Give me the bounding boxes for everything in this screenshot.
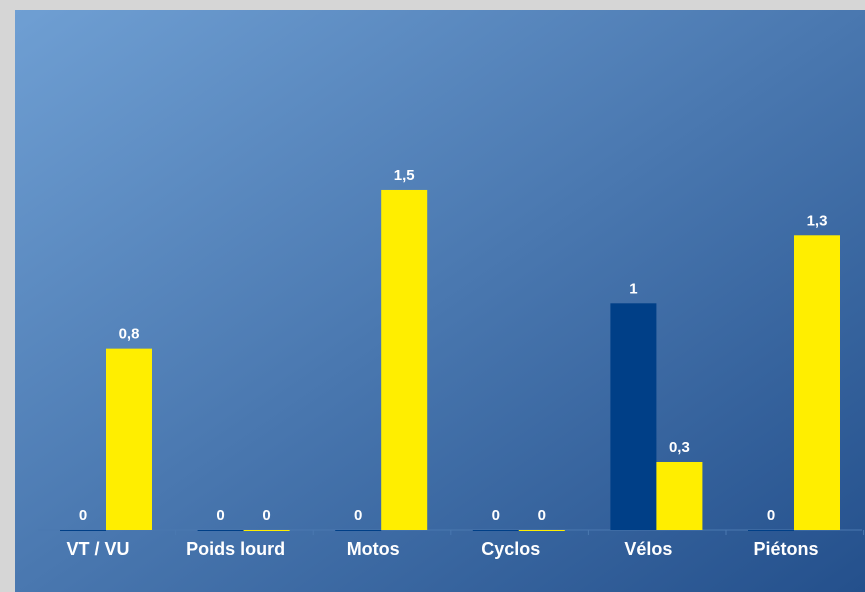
bar (794, 235, 840, 531)
value-label: 1,5 (394, 167, 415, 184)
value-label: 0 (262, 507, 270, 524)
value-label: 1,3 (807, 212, 828, 229)
value-label: 0 (492, 507, 500, 524)
value-label: 0,8 (119, 326, 140, 343)
bar (472, 530, 519, 531)
value-label: 0 (767, 507, 775, 524)
bar (381, 189, 428, 530)
x-tick-label: Poids lourd (186, 539, 285, 559)
bar (335, 530, 382, 531)
bar (518, 530, 565, 531)
value-label: 0 (354, 507, 362, 524)
bar (610, 303, 657, 530)
bar (656, 461, 703, 530)
x-tick-label: Piétons (753, 539, 818, 559)
x-tick-label: VT / VU (66, 539, 129, 559)
x-tick-label: Motos (347, 539, 400, 559)
value-label: 0,3 (669, 439, 690, 456)
value-label: 0 (538, 507, 546, 524)
x-tick-label: Vélos (624, 539, 672, 559)
bar (106, 348, 152, 530)
bar (748, 530, 794, 531)
bar (243, 530, 290, 531)
chart-background (15, 10, 865, 592)
bar (197, 530, 244, 531)
bar (60, 530, 106, 531)
value-label: 0 (79, 507, 87, 524)
value-label: 0 (216, 507, 224, 524)
x-tick-label: Cyclos (481, 539, 540, 559)
value-label: 1 (629, 280, 637, 297)
